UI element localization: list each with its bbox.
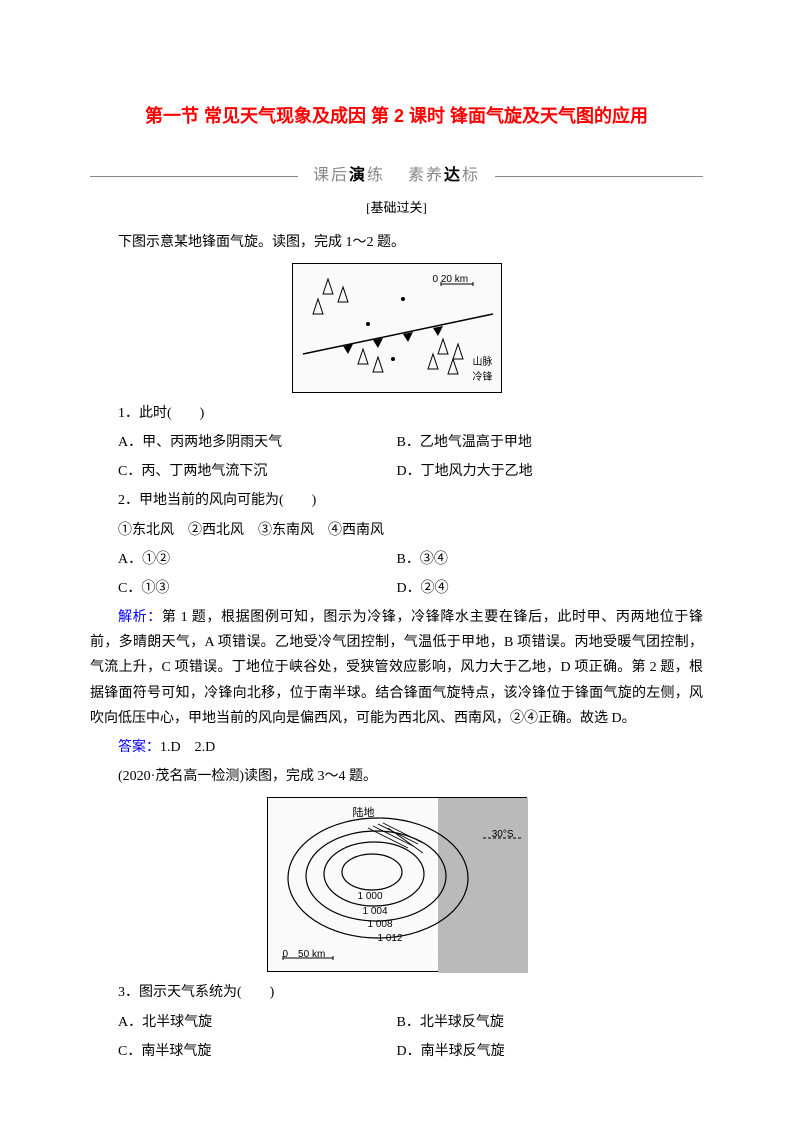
fig2-scale: 0 50 km	[283, 946, 326, 964]
q1-option-c: C．丙、丁两地气流下沉	[90, 459, 397, 484]
analysis-body: 第 1 题，根据图例可知，图示为冷锋，冷锋降水主要在锋后，此时甲、丙两地位于锋前…	[90, 610, 703, 726]
q3-option-d: D．南半球反气旋	[397, 1039, 704, 1064]
map-sketch-1	[293, 264, 503, 394]
analysis-1: 解析：第 1 题，根据图例可知，图示为冷锋，冷锋降水主要在锋后，此时甲、丙两地位…	[90, 605, 703, 731]
q1-stem: 1．此时( )	[90, 401, 703, 426]
section-divider: 课后演练 素养达标	[90, 162, 703, 191]
intro-text-1: 下图示意某地锋面气旋。读图，完成 1～2 题。	[90, 230, 703, 255]
q3-option-b: B．北半球反气旋	[397, 1010, 704, 1035]
subtitle: [基础过关]	[90, 196, 703, 219]
q2-stem: 2．甲地当前的风向可能为( )	[90, 488, 703, 513]
divider-text: 课后演练 素养达标	[298, 162, 495, 191]
divider-part6: 标	[462, 167, 480, 184]
figure-1: 0 20 km 山脉 冷锋	[292, 263, 502, 393]
intro-text-2: (2020·茂名高一检测)读图，完成 3～4 题。	[90, 764, 703, 789]
q3-option-a: A．北半球气旋	[90, 1010, 397, 1035]
divider-part1: 课后	[313, 167, 349, 184]
divider-part2: 演	[349, 167, 367, 184]
q1-option-d: D．丁地风力大于乙地	[397, 459, 704, 484]
q2-option-d: D．②④	[397, 576, 704, 601]
answer-body: 1.D 2.D	[160, 740, 215, 755]
fig2-lat-label: 30°S	[492, 826, 514, 844]
q3-option-c: C．南半球气旋	[90, 1039, 397, 1064]
answer-label: 答案：	[118, 740, 160, 755]
figure-2: 陆地 30°S 1 000 1 004 1 008 1 012 0 50 km	[267, 797, 527, 972]
q2-circled-options: ①东北风 ②西北风 ③东南风 ④西南风	[90, 518, 703, 543]
q2-option-c: C．①③	[90, 576, 397, 601]
q2-option-b: B．③④	[397, 547, 704, 572]
page-title: 第一节 常见天气现象及成因 第 2 课时 锋面气旋及天气图的应用	[90, 100, 703, 132]
q1-option-b: B．乙地气温高于甲地	[397, 430, 704, 455]
answer-1: 答案：1.D 2.D	[90, 735, 703, 760]
divider-part3: 练	[367, 167, 385, 184]
q3-stem: 3．图示天气系统为( )	[90, 980, 703, 1005]
fig2-land-label: 陆地	[353, 804, 375, 824]
q2-option-a: A．①②	[90, 547, 397, 572]
divider-part5: 达	[444, 167, 462, 184]
fig2-isobar-3: 1 012	[378, 930, 403, 948]
divider-part4: 素养	[408, 167, 444, 184]
analysis-label: 解析：	[118, 610, 162, 625]
divider-line-left	[90, 176, 298, 177]
fig1-coldfront-label: 冷锋	[473, 369, 493, 387]
fig1-scale: 0 20 km	[433, 271, 469, 289]
divider-line-right	[495, 176, 703, 177]
q1-option-a: A．甲、丙两地多阴雨天气	[90, 430, 397, 455]
